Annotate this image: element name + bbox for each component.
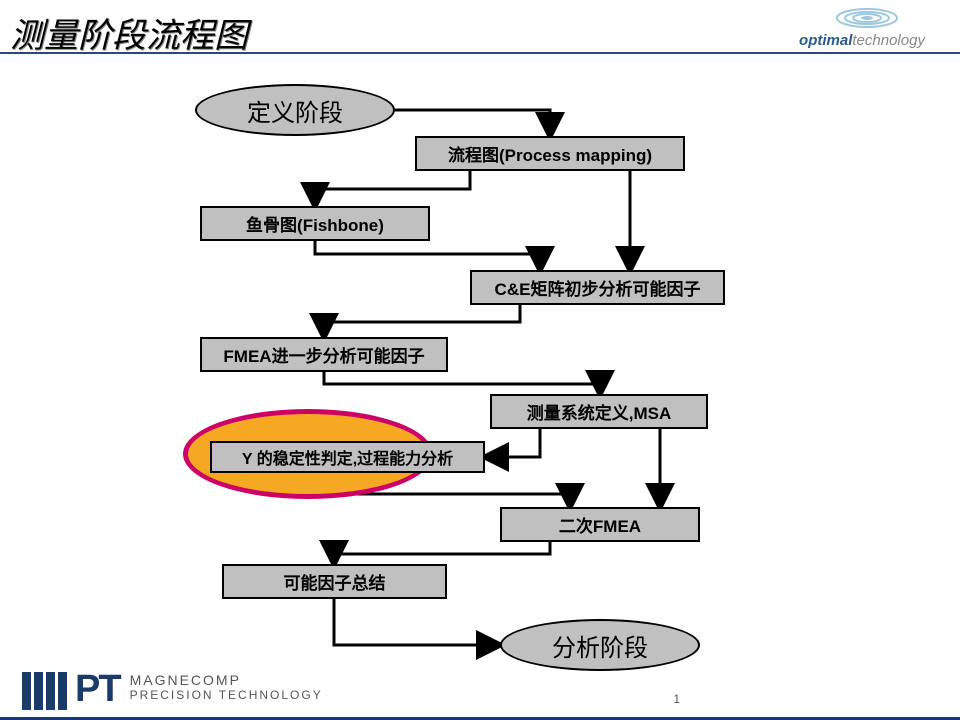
footer-logo: PT MAGNECOMP PRECISION TECHNOLOGY	[22, 672, 323, 710]
node-start: 定义阶段	[195, 84, 395, 136]
node-p8: 可能因子总结	[222, 564, 447, 599]
page-title: 测量阶段流程图	[10, 8, 248, 57]
node-p5: 测量系统定义,MSA	[490, 394, 708, 429]
footer-line2: PRECISION TECHNOLOGY	[130, 688, 323, 702]
mpt-bars-icon	[22, 672, 67, 710]
node-end: 分析阶段	[500, 619, 700, 671]
logo-bold: optimal	[799, 32, 852, 49]
page-number: 1	[673, 692, 680, 706]
mpt-initials: PT	[75, 672, 120, 706]
node-p6: Y 的稳定性判定,过程能力分析	[210, 441, 485, 473]
node-p7: 二次FMEA	[500, 507, 700, 542]
logo-top-right: optimaltechnology	[782, 6, 942, 49]
logo-light: technology	[852, 32, 925, 49]
node-p4: FMEA进一步分析可能因子	[200, 337, 448, 372]
footer-line1: MAGNECOMP	[130, 672, 323, 688]
node-p2: 鱼骨图(Fishbone)	[200, 206, 430, 241]
flowchart-canvas: 定义阶段 流程图(Process mapping) 鱼骨图(Fishbone) …	[0, 54, 960, 664]
node-p3: C&E矩阵初步分析可能因子	[470, 270, 725, 305]
node-p1: 流程图(Process mapping)	[415, 136, 685, 171]
